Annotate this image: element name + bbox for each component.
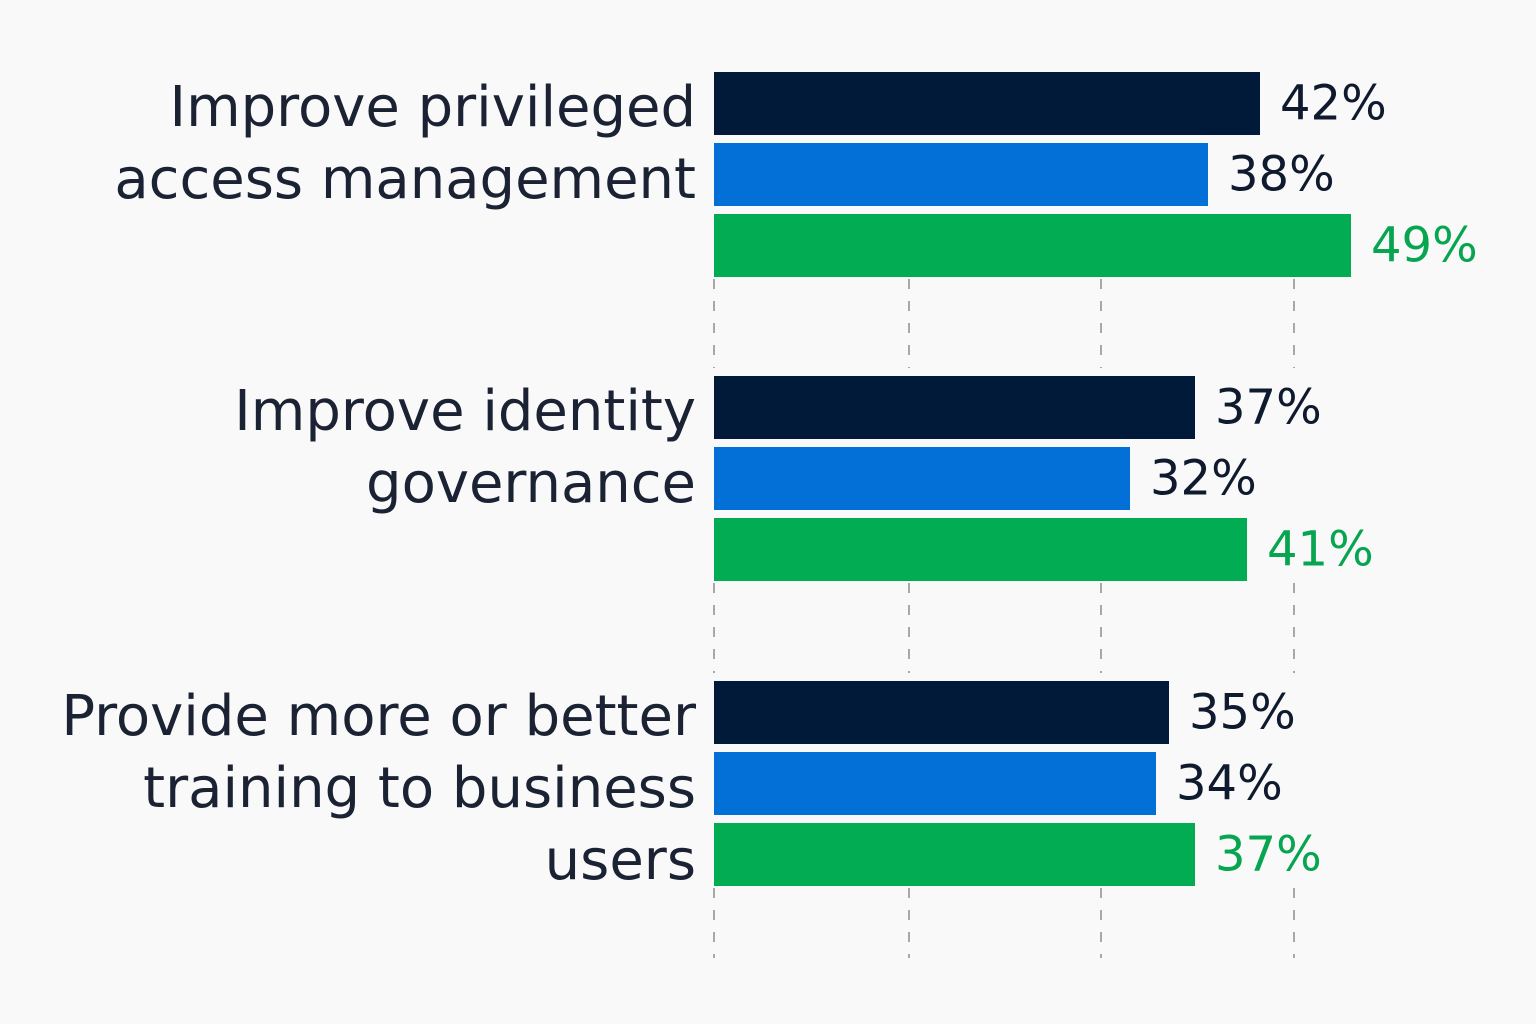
category-label-1: Improve identity governance <box>234 379 696 516</box>
value-label-2-0: 35% <box>1189 685 1296 741</box>
category-label-1-line-0: Improve identity <box>234 379 696 444</box>
bar-2-0 <box>714 681 1169 744</box>
category-label-2: Provide more or better training to busine… <box>61 684 697 893</box>
category-label-0-line-0: Improve privileged <box>170 75 696 140</box>
bar-1-2 <box>714 518 1247 581</box>
bar-0-2 <box>714 214 1351 277</box>
category-label-2-line-0: Provide more or better <box>61 684 697 749</box>
value-label-0-0: 42% <box>1280 76 1387 132</box>
value-label-1-1: 32% <box>1150 451 1257 507</box>
value-label-2-2: 37% <box>1215 827 1322 883</box>
bar-1-1 <box>714 447 1130 510</box>
category-label-1-line-1: governance <box>366 451 696 516</box>
category-label-2-line-2: users <box>545 828 696 893</box>
bar-0-0 <box>714 72 1260 135</box>
bar-0-1 <box>714 143 1208 206</box>
value-label-1-2: 41% <box>1267 522 1374 578</box>
value-label-0-2: 49% <box>1371 218 1478 274</box>
category-label-0: Improve privileged access management <box>114 75 696 212</box>
value-label-0-1: 38% <box>1228 147 1335 203</box>
value-label-2-1: 34% <box>1176 756 1283 812</box>
category-label-0-line-1: access management <box>114 147 696 212</box>
category-label-2-line-1: training to business <box>143 756 696 821</box>
bar-2-1 <box>714 752 1156 815</box>
bar-2-2 <box>714 823 1195 886</box>
value-label-1-0: 37% <box>1215 380 1322 436</box>
bar-1-0 <box>714 376 1195 439</box>
